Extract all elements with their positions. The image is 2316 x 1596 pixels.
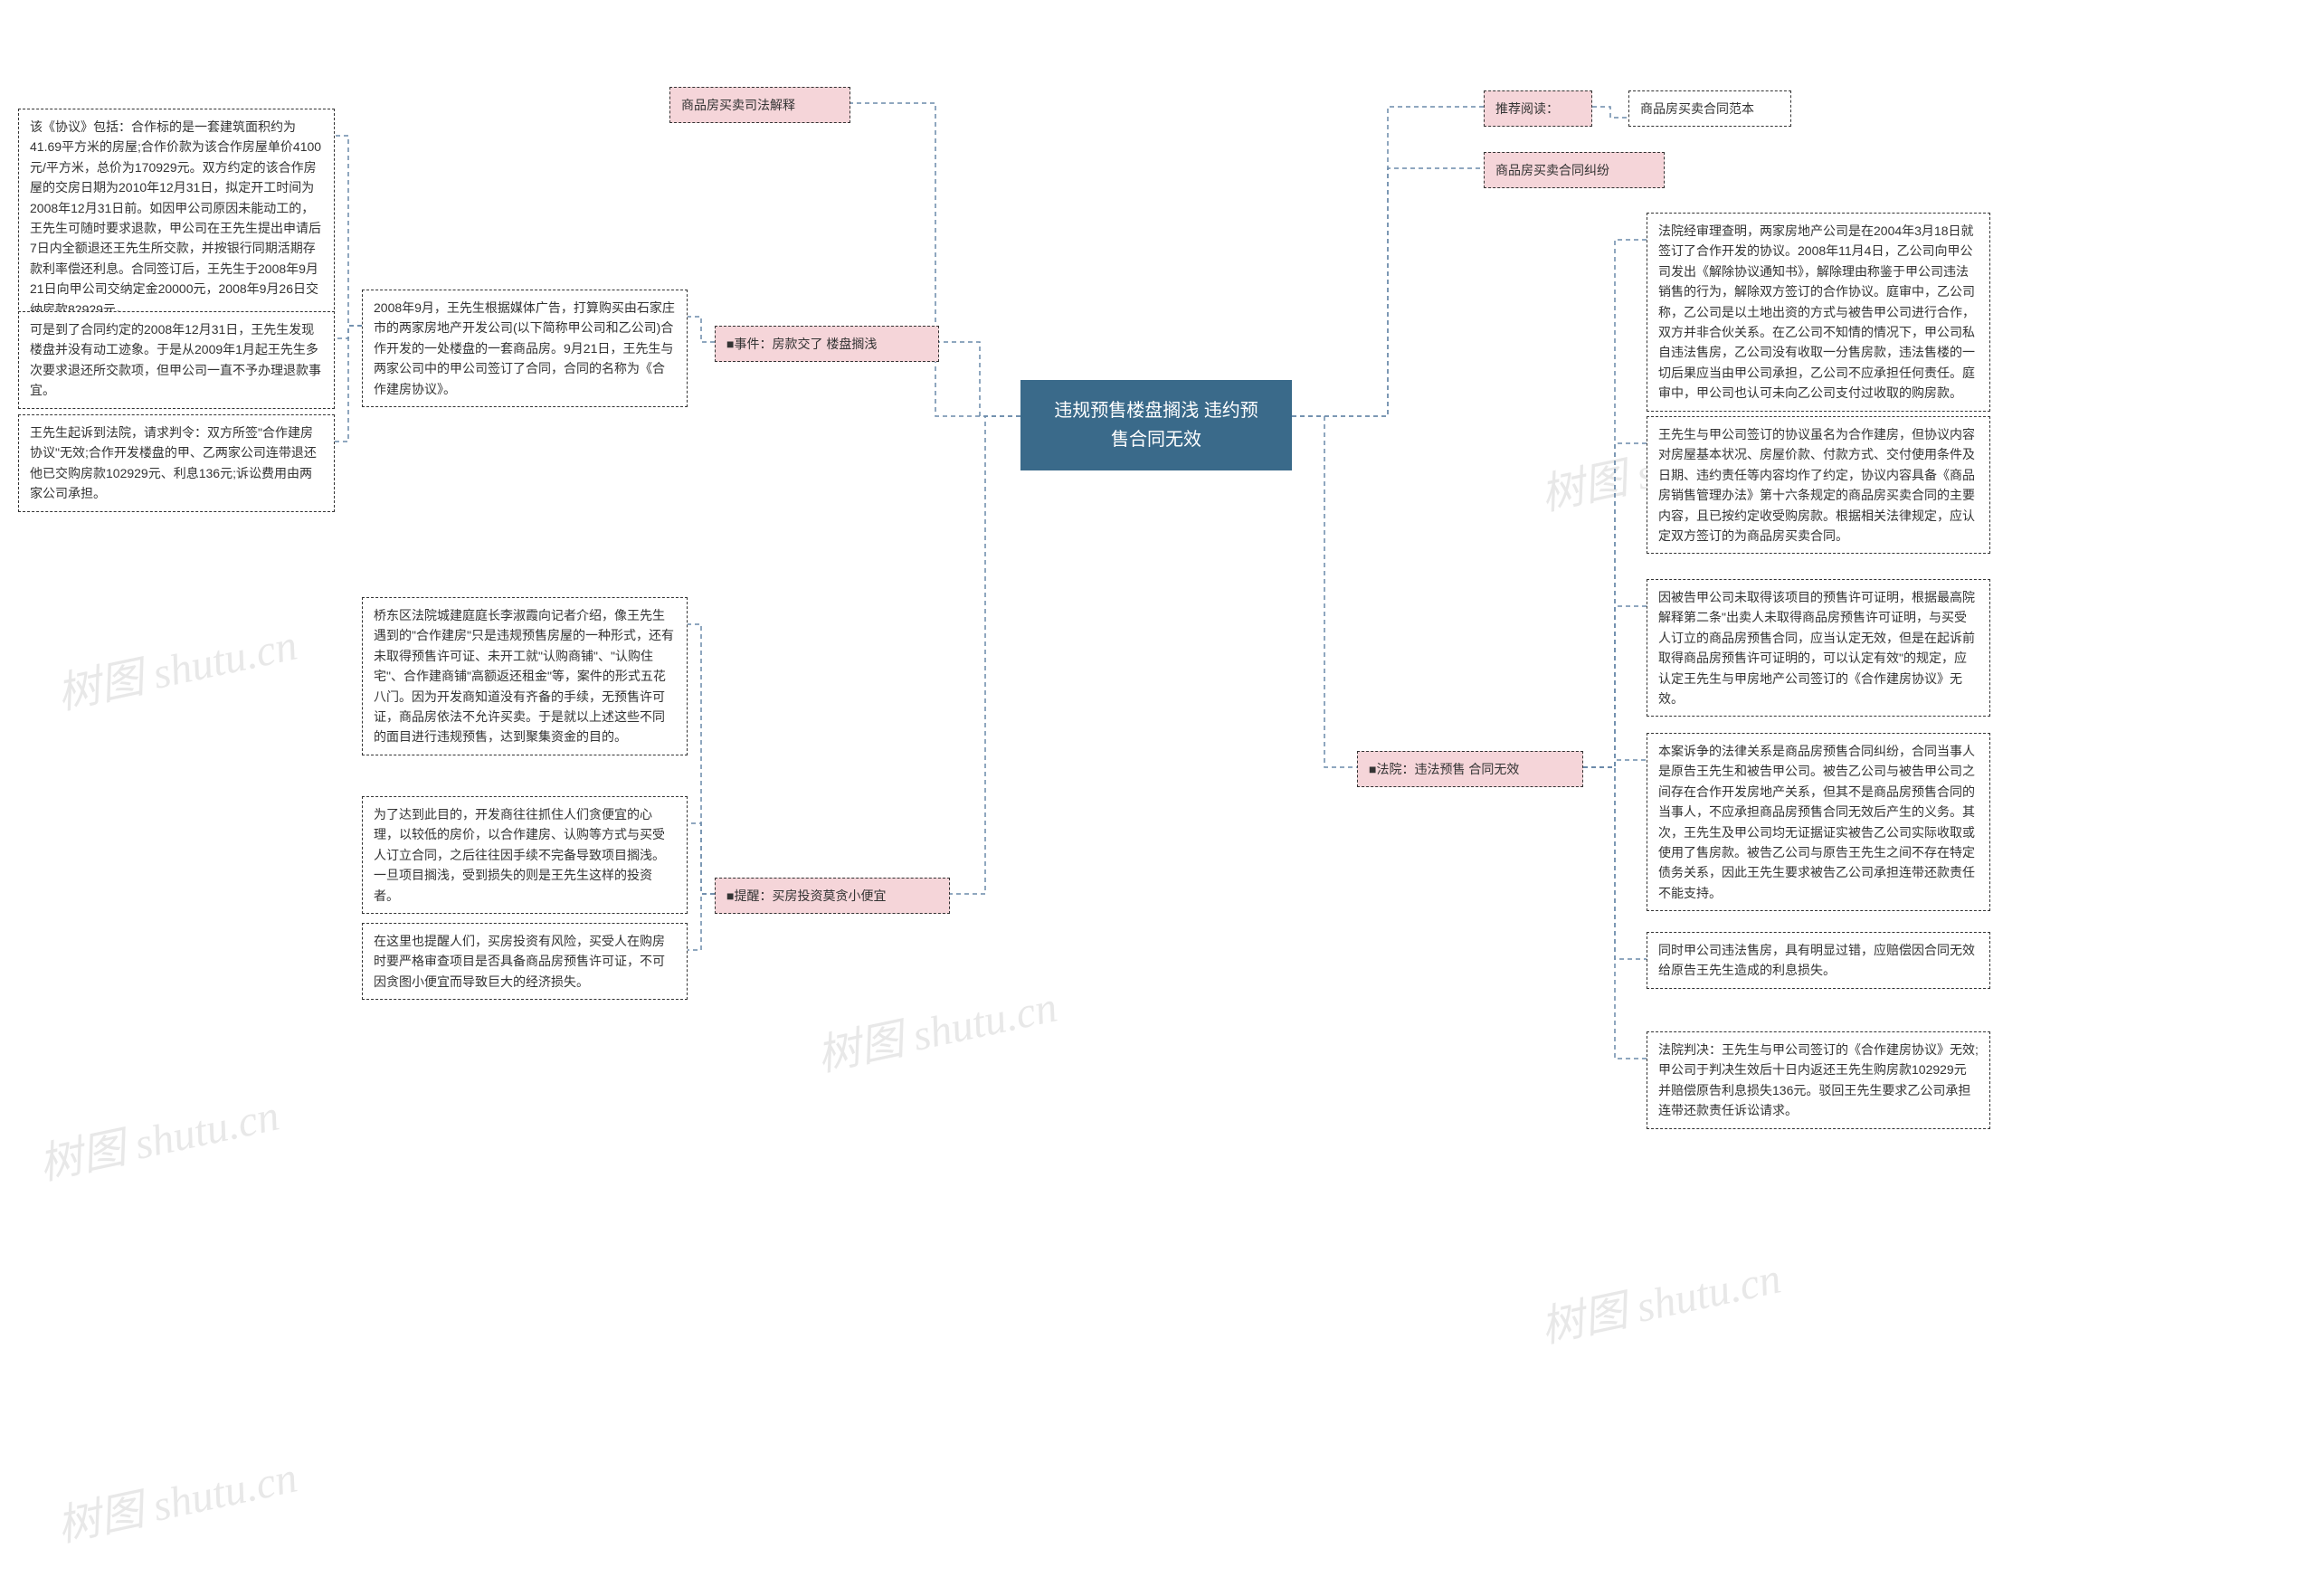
branch-lb1: 商品房买卖司法解释 <box>669 87 850 123</box>
watermark: 树图 shutu.cn <box>51 1441 302 1553</box>
watermark: 树图 shutu.cn <box>33 1079 284 1192</box>
branch-rb3: ■法院：违法预售 合同无效 <box>1357 751 1583 787</box>
branch-lb2: ■事件：房款交了 楼盘搁浅 <box>715 326 939 362</box>
center-line2: 售合同无效 <box>1042 425 1270 454</box>
leaf-lb2a: 2008年9月，王先生根据媒体广告，打算购买由石家庄市的两家房地产开发公司(以下… <box>362 290 688 407</box>
leaf-lb2a2: 可是到了合同约定的2008年12月31日，王先生发现楼盘并没有动工迹象。于是从2… <box>18 311 335 409</box>
watermark: 树图 shutu.cn <box>51 609 302 721</box>
leaf-lb3a: 桥东区法院城建庭庭长李淑霞向记者介绍，像王先生遇到的"合作建房"只是违规预售房屋… <box>362 597 688 755</box>
leaf-lb2a1: 该《协议》包括：合作标的是一套建筑面积约为41.69平方米的房屋;合作价款为该合… <box>18 109 335 328</box>
center-node: 违规预售楼盘搁浅 违约预 售合同无效 <box>1020 380 1292 470</box>
leaf-rb3d: 本案诉争的法律关系是商品房预售合同纠纷，合同当事人是原告王先生和被告甲公司。被告… <box>1647 733 1990 911</box>
leaf-rb3f: 法院判决：王先生与甲公司签订的《合作建房协议》无效;甲公司于判决生效后十日内返还… <box>1647 1031 1990 1129</box>
center-line1: 违规预售楼盘搁浅 违约预 <box>1042 396 1270 425</box>
leaf-rb3a: 法院经审理查明，两家房地产公司是在2004年3月18日就签订了合作开发的协议。2… <box>1647 213 1990 412</box>
leaf-rb3c: 因被告甲公司未取得该项目的预售许可证明，根据最高院解释第二条"出卖人未取得商品房… <box>1647 579 1990 717</box>
watermark: 树图 shutu.cn <box>811 971 1062 1083</box>
leaf-lb2a3: 王先生起诉到法院，请求判令：双方所签"合作建房协议"无效;合作开发楼盘的甲、乙两… <box>18 414 335 512</box>
branch-rb2: 商品房买卖合同纠纷 <box>1484 152 1665 188</box>
leaf-rb1a: 商品房买卖合同范本 <box>1628 90 1791 127</box>
branch-lb3: ■提醒：买房投资莫贪小便宜 <box>715 878 950 914</box>
branch-rb1: 推荐阅读： <box>1484 90 1592 127</box>
leaf-rb3e: 同时甲公司违法售房，具有明显过错，应赔偿因合同无效给原告王先生造成的利息损失。 <box>1647 932 1990 989</box>
leaf-rb3b: 王先生与甲公司签订的协议虽名为合作建房，但协议内容对房屋基本状况、房屋价款、付款… <box>1647 416 1990 554</box>
leaf-lb3b: 为了达到此目的，开发商往往抓住人们贪便宜的心理，以较低的房价，以合作建房、认购等… <box>362 796 688 914</box>
watermark: 树图 shutu.cn <box>1534 1242 1786 1354</box>
leaf-lb3c: 在这里也提醒人们，买房投资有风险，买受人在购房时要严格审查项目是否具备商品房预售… <box>362 923 688 1000</box>
